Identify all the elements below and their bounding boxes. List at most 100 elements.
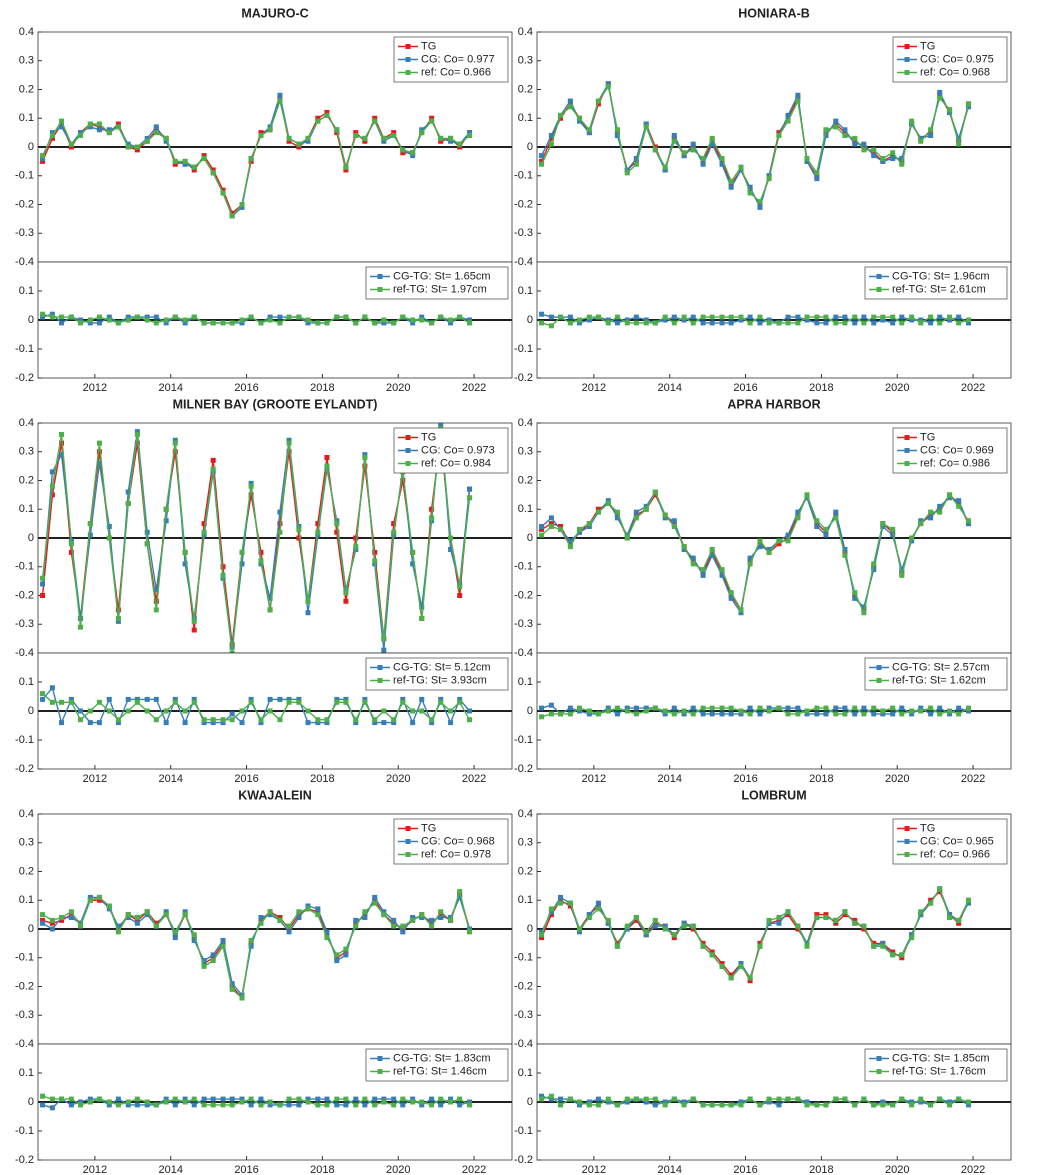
data-point	[448, 535, 454, 541]
data-point	[776, 915, 782, 920]
data-point	[381, 720, 387, 726]
data-point	[324, 935, 330, 941]
data-point	[643, 317, 649, 323]
data-point	[814, 705, 820, 711]
data-point	[296, 1096, 302, 1102]
data-point	[201, 153, 207, 159]
data-layer	[40, 888, 473, 1001]
data-point	[87, 1099, 93, 1105]
data-point	[966, 705, 972, 711]
y-tick-label: 0.2	[19, 474, 34, 486]
data-point	[201, 963, 207, 969]
data-point	[448, 138, 454, 144]
data-point	[106, 906, 112, 912]
data-point	[899, 955, 905, 961]
data-point	[643, 1096, 649, 1102]
data-point	[719, 156, 725, 161]
data-point	[153, 920, 159, 926]
data-point	[40, 1102, 46, 1108]
x-tick-label: 2018	[310, 1164, 334, 1175]
y-tick-label: -0.2	[514, 372, 533, 384]
data-point	[700, 314, 706, 320]
data-point	[814, 711, 820, 717]
data-point	[595, 900, 601, 906]
y-tick-label: -0.4	[514, 256, 533, 268]
data-point	[928, 705, 934, 711]
data-point	[861, 314, 867, 320]
data-point	[144, 912, 150, 918]
legend-marker	[405, 57, 411, 62]
data-point	[191, 627, 197, 633]
data-point	[719, 572, 725, 578]
data-point	[880, 1102, 886, 1108]
data-point	[671, 133, 677, 138]
data-point	[890, 526, 896, 532]
data-point	[134, 696, 140, 702]
data-point	[814, 524, 820, 529]
data-point	[719, 963, 725, 969]
data-point	[890, 1102, 896, 1108]
data-point	[709, 141, 715, 147]
data-point	[305, 906, 311, 912]
data-point	[852, 711, 858, 717]
data-point	[210, 466, 216, 472]
data-point	[681, 1102, 687, 1108]
data-point	[77, 708, 83, 714]
data-point	[890, 949, 896, 955]
x-tick-label: 2020	[885, 1164, 909, 1175]
data-point	[87, 124, 93, 130]
data-point	[410, 915, 416, 920]
y-tick-label: 0	[527, 705, 533, 717]
data-point	[362, 455, 368, 460]
legend-label: CG-TG: St= 1.65cm	[393, 270, 491, 282]
data-point	[690, 558, 696, 564]
data-point	[315, 717, 321, 723]
data-point	[448, 135, 454, 141]
data-point	[182, 549, 188, 555]
data-point	[286, 314, 292, 320]
y-tick-label: 0	[527, 1096, 533, 1108]
data-point	[381, 708, 387, 714]
data-point	[861, 926, 867, 932]
data-point	[548, 515, 554, 521]
data-point	[438, 696, 444, 702]
data-point	[662, 314, 668, 320]
data-point	[334, 127, 340, 133]
data-point	[210, 170, 216, 176]
series-line	[42, 693, 471, 722]
data-point	[795, 92, 801, 98]
data-point	[937, 705, 943, 711]
data-point	[267, 314, 273, 320]
data-point	[605, 920, 611, 926]
data-point	[372, 118, 378, 124]
data-point	[429, 720, 435, 726]
data-point	[861, 604, 867, 610]
data-point	[747, 705, 753, 711]
data-point	[605, 81, 611, 87]
data-point	[624, 1096, 630, 1102]
data-point	[258, 915, 264, 920]
data-point	[614, 711, 620, 717]
data-point	[229, 650, 235, 653]
legend-marker	[876, 678, 882, 683]
data-point	[700, 572, 706, 578]
data-point	[681, 544, 687, 550]
data-point	[467, 1102, 473, 1108]
data-point	[286, 449, 292, 455]
data-point	[258, 720, 264, 726]
data-point	[539, 153, 545, 159]
data-point	[334, 1102, 340, 1108]
data-point	[163, 912, 169, 918]
data-point	[595, 98, 601, 104]
data-point	[738, 314, 744, 320]
data-point	[795, 512, 801, 518]
data-point	[429, 717, 435, 723]
data-point	[937, 95, 943, 101]
data-point	[624, 1099, 630, 1105]
data-point	[410, 708, 416, 714]
data-point	[115, 926, 121, 932]
data-point	[833, 320, 839, 326]
data-point	[353, 535, 359, 541]
data-point	[690, 314, 696, 320]
